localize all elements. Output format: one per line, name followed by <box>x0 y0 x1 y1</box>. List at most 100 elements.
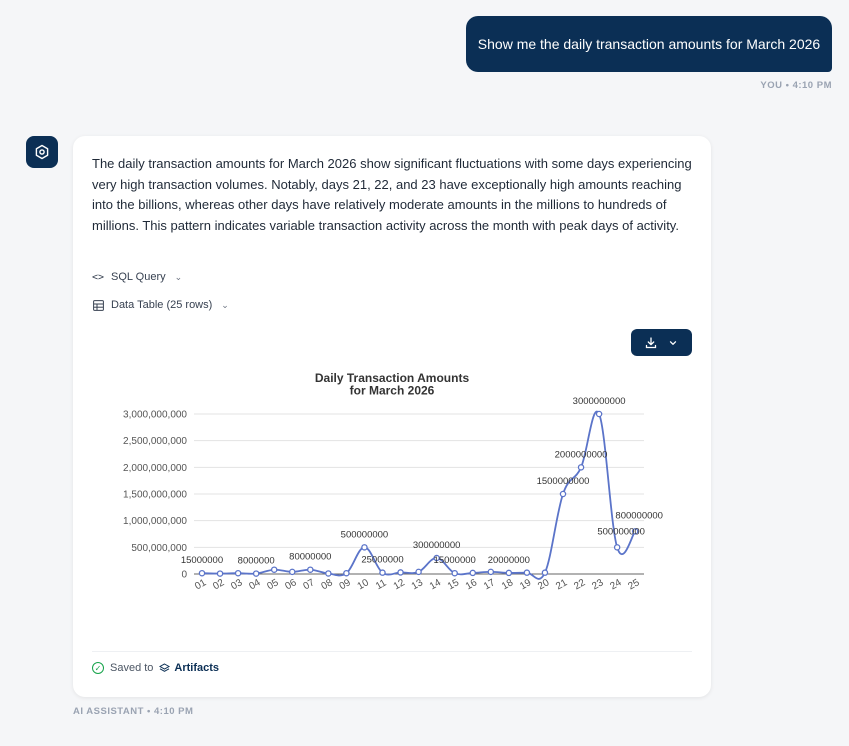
data-point <box>505 569 513 577</box>
x-tick-label: 04 <box>247 577 263 592</box>
data-point <box>270 566 278 573</box>
data-point <box>415 568 422 576</box>
data-point <box>523 569 531 576</box>
x-tick-label: 02 <box>211 577 227 592</box>
assistant-message-card: The daily transaction amounts for March … <box>73 136 711 697</box>
sql-query-label: SQL Query <box>111 271 166 283</box>
user-message-meta: YOU • 4:10 PM <box>760 80 832 91</box>
y-tick-label: 0 <box>181 570 187 581</box>
x-tick-label: 08 <box>320 577 336 592</box>
assistant-message-text: The daily transaction amounts for March … <box>92 156 692 234</box>
data-label: 800000000 <box>615 510 663 521</box>
data-point <box>307 566 314 573</box>
artifacts-link[interactable]: Artifacts <box>159 662 219 674</box>
data-point <box>361 544 368 551</box>
data-point <box>559 490 567 498</box>
user-message-bubble: Show me the daily transaction amounts fo… <box>466 16 832 72</box>
data-label: 2000000000 <box>555 449 608 460</box>
x-tick-label: 25 <box>626 577 642 592</box>
download-icon <box>645 336 657 349</box>
data-point <box>541 569 549 576</box>
data-label: 80000000 <box>289 552 331 563</box>
series-line <box>201 410 636 580</box>
data-point <box>397 569 404 576</box>
x-tick-label: 13 <box>410 577 426 592</box>
data-point <box>288 568 296 576</box>
data-point <box>631 528 639 535</box>
y-tick-label: 3,000,000,000 <box>123 410 187 421</box>
artifacts-link-label: Artifacts <box>174 662 220 674</box>
x-tick-label: 18 <box>500 577 516 592</box>
data-point <box>379 569 386 576</box>
data-point <box>325 570 332 577</box>
data-label: 1500000000 <box>537 476 590 487</box>
x-tick-label: 07 <box>301 577 317 592</box>
chevron-down-icon <box>668 338 678 348</box>
data-label: 8000000 <box>238 556 275 567</box>
assistant-avatar <box>26 136 58 168</box>
x-tick-label: 22 <box>572 577 588 592</box>
x-tick-label: 11 <box>374 577 389 592</box>
data-label: 500000000 <box>597 526 645 537</box>
y-tick-label: 2,500,000,000 <box>123 436 187 447</box>
data-label: 15000000 <box>181 555 223 566</box>
table-icon <box>92 299 104 311</box>
y-tick-label: 1,500,000,000 <box>123 490 187 501</box>
data-point <box>595 410 603 418</box>
data-point <box>451 569 458 577</box>
data-label: 15000000 <box>434 555 476 566</box>
data-table-label: Data Table (25 rows) <box>111 299 213 311</box>
data-point <box>487 568 495 576</box>
data-point <box>252 570 260 577</box>
x-tick-label: 20 <box>536 577 552 592</box>
x-tick-label: 14 <box>428 577 444 592</box>
data-point <box>577 464 585 471</box>
x-tick-label: 16 <box>464 577 480 592</box>
x-tick-label: 15 <box>446 577 462 592</box>
x-tick-label: 09 <box>338 577 354 592</box>
x-tick-label: 10 <box>356 577 372 592</box>
data-point <box>433 554 440 562</box>
data-point <box>234 569 242 577</box>
sql-query-toggle[interactable]: <> SQL Query ⌄ <box>92 271 182 283</box>
data-point <box>343 569 350 577</box>
x-tick-label: 21 <box>554 577 570 592</box>
x-tick-label: 06 <box>283 577 299 592</box>
x-tick-label: 05 <box>265 577 281 592</box>
check-circle-icon: ✓ <box>92 662 104 674</box>
data-table-toggle[interactable]: Data Table (25 rows) ⌄ <box>92 299 229 311</box>
x-tick-label: 19 <box>518 577 534 592</box>
user-message-text: Show me the daily transaction amounts fo… <box>477 36 821 52</box>
data-label: 500000000 <box>341 529 389 540</box>
y-tick-label: 1,000,000,000 <box>123 516 187 527</box>
data-label: 3000000000 <box>573 396 626 407</box>
data-point <box>469 569 476 577</box>
x-tick-label: 23 <box>590 577 606 592</box>
data-label: 25000000 <box>361 555 403 566</box>
download-button[interactable] <box>631 329 692 356</box>
x-tick-label: 24 <box>608 577 624 592</box>
data-point <box>613 544 621 551</box>
data-label: 300000000 <box>413 540 461 551</box>
hexagon-settings-icon <box>35 144 49 160</box>
chart-title-line: for March 2026 <box>350 384 435 398</box>
divider <box>92 651 692 652</box>
data-point <box>198 569 206 577</box>
saved-status: ✓ Saved to Artifacts <box>92 662 219 674</box>
code-icon: <> <box>91 271 105 283</box>
data-point <box>216 570 224 577</box>
chart-title-line: Daily Transaction Amounts <box>315 371 470 385</box>
x-tick-label: 01 <box>193 577 209 592</box>
data-label: 20000000 <box>488 555 530 566</box>
layers-icon <box>159 662 171 672</box>
chevron-down-icon: ⌄ <box>174 271 183 282</box>
y-tick-label: 2,000,000,000 <box>123 463 187 474</box>
x-tick-label: 03 <box>229 577 245 592</box>
saved-label: Saved to <box>110 662 154 674</box>
y-tick-label: 500,000,000 <box>131 543 187 554</box>
chevron-down-icon: ⌄ <box>221 299 229 310</box>
assistant-message-meta: AI ASSISTANT • 4:10 PM <box>73 706 194 717</box>
x-tick-label: 12 <box>392 577 408 592</box>
x-tick-label: 17 <box>482 577 498 592</box>
